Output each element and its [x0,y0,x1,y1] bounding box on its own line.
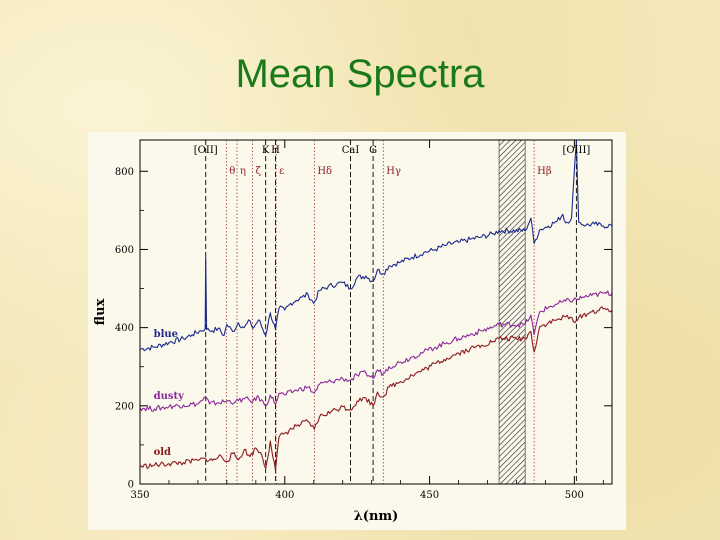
absorption-line-label: ζ [256,166,262,177]
masked-region-layer [498,139,526,485]
x-tick-label: 450 [420,490,439,501]
y-tick-label: 800 [115,167,134,178]
absorption-line-label: Hδ [317,166,332,177]
series-line-dusty [139,290,613,412]
absorption-line-label: θ [229,166,235,177]
line-labels-layer: [OII] K H CaI G [OIII] θ η ζ ε Hδ Hγ Hβ blue dusty old [154,145,591,458]
y-tick-label: 200 [115,401,134,412]
slide-title: Mean Spectra [235,52,485,96]
plot-frame [139,139,613,485]
masked-region [498,139,526,485]
y-tick-label: 600 [115,245,134,256]
x-tick-label: 400 [275,490,294,501]
series-line-blue [139,140,613,352]
absorption-line-label: ε [279,166,284,177]
x-tick-label: 500 [565,490,584,501]
series-label-old: old [154,447,171,458]
series-line-old [139,306,613,471]
emission-line-label: CaI [342,145,360,156]
emission-line-label: H [271,145,280,156]
spectral-lines-layer [205,140,577,484]
y-axis-label: flux [93,298,108,325]
absorption-line-label: Hγ [386,166,401,177]
absorption-line-label: η [240,166,246,177]
absorption-line-label: Hβ [537,166,552,177]
spectra-plot-panel: 350 400 450 500 0 200 400 600 800 [OII] K H CaI G [OI… [88,132,626,530]
x-axis-label: λ(nm) [354,509,399,524]
emission-line-label: [OIII] [562,145,590,156]
series-label-blue: blue [154,329,178,340]
y-tick-label: 0 [128,480,134,491]
x-tick-label: 350 [130,490,149,501]
series-layer [139,140,613,471]
emission-line-label: [OII] [194,145,218,156]
axes-layer: 350 400 450 500 0 200 400 600 800 [115,140,612,501]
series-label-dusty: dusty [154,391,186,402]
emission-line-label: G [369,145,377,156]
y-tick-label: 400 [115,323,134,334]
emission-line-label: K [262,145,270,156]
